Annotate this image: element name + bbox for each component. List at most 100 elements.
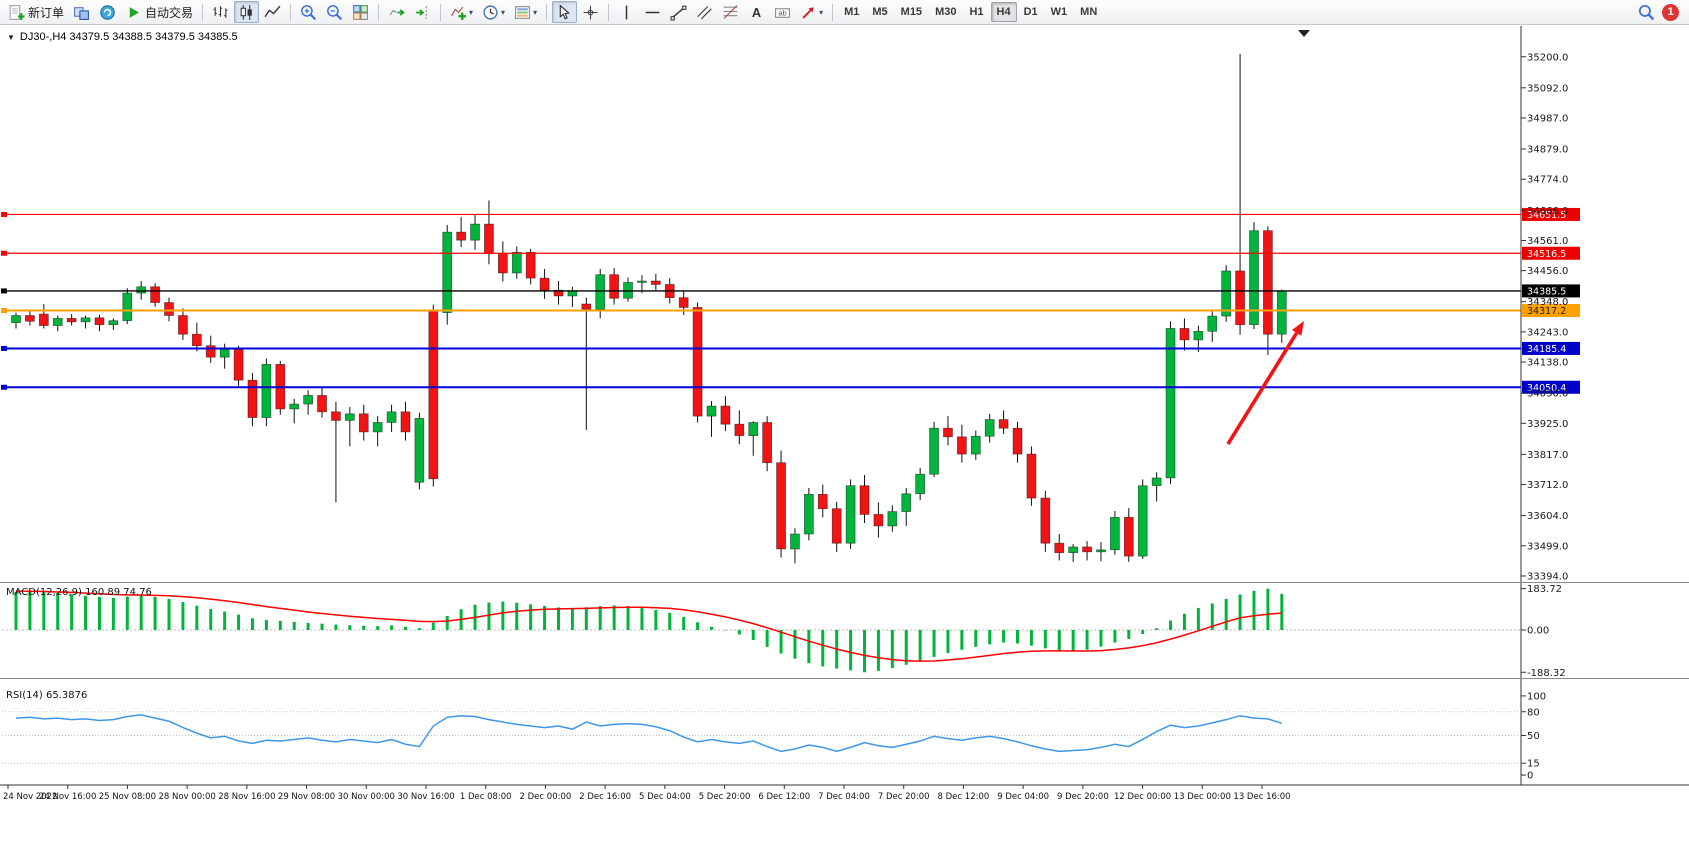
svg-text:34385.5: 34385.5	[1527, 286, 1566, 297]
autotrading-label: 自动交易	[145, 5, 194, 20]
trend-arrow-annotation[interactable]	[1226, 321, 1304, 445]
svg-text:0.00: 0.00	[1527, 625, 1549, 636]
timeframe-button-m15[interactable]: M15	[895, 2, 928, 22]
svg-text:50: 50	[1527, 731, 1540, 742]
zoom-in-button[interactable]	[296, 1, 321, 23]
periods-clock-icon	[483, 4, 498, 20]
svg-text:ab: ab	[778, 8, 786, 17]
tile-windows-button[interactable]	[348, 1, 373, 23]
candlestick-chart-button[interactable]	[234, 1, 260, 23]
tile-windows-icon	[353, 4, 368, 20]
svg-text:5 Dec 04:00: 5 Dec 04:00	[639, 792, 691, 802]
chart-canvas[interactable]: 34651.5 34516.5 34385.5 34317.2 34185.4 34050…	[0, 26, 1689, 862]
svg-text:2 Dec 00:00: 2 Dec 00:00	[520, 792, 572, 802]
timeframe-button-h1[interactable]: H1	[963, 2, 989, 22]
svg-text:7 Dec 20:00: 7 Dec 20:00	[878, 792, 930, 802]
svg-text:30 Nov 16:00: 30 Nov 16:00	[397, 792, 454, 802]
svg-text:34317.2: 34317.2	[1527, 306, 1566, 317]
svg-text:7 Dec 04:00: 7 Dec 04:00	[818, 792, 870, 802]
svg-text:0: 0	[1527, 771, 1533, 782]
profiles-button[interactable]	[69, 1, 94, 23]
svg-text:24 Nov 16:00: 24 Nov 16:00	[39, 792, 96, 802]
chart-shift-button[interactable]	[410, 1, 435, 23]
periods-button[interactable]: ▾	[478, 1, 509, 23]
notification-count: 1	[1667, 6, 1674, 18]
chart-window[interactable]: ▼ DJ30-,H4 34379.5 34388.5 34379.5 34385…	[0, 26, 1689, 862]
vertical-line-button[interactable]	[614, 1, 639, 23]
price-tag	[1522, 246, 1580, 260]
arrows-button[interactable]: ▾	[796, 1, 827, 23]
timeframe-button-mn[interactable]: MN	[1074, 2, 1103, 22]
zoom-out-button[interactable]	[322, 1, 347, 23]
bar-chart-button[interactable]	[208, 1, 233, 23]
cursor-button[interactable]	[552, 1, 578, 23]
svg-text:6 Dec 12:00: 6 Dec 12:00	[758, 792, 810, 802]
svg-text:34185.4: 34185.4	[1527, 344, 1566, 355]
autotrading-play-icon	[129, 6, 139, 18]
one-click-trading-toggle-icon[interactable]: ▼	[7, 32, 15, 42]
svg-text:34774.0: 34774.0	[1527, 175, 1568, 186]
cursor-icon	[559, 3, 571, 19]
svg-text:5 Dec 20:00: 5 Dec 20:00	[699, 792, 751, 802]
horizontal-line-button[interactable]	[640, 1, 665, 23]
new-order-label: 新订单	[28, 5, 65, 20]
text-label-button[interactable]: ab	[770, 1, 795, 23]
trendline-button[interactable]	[666, 1, 691, 23]
equidistant-channel-button[interactable]	[692, 1, 717, 23]
svg-text:33394.0: 33394.0	[1527, 571, 1568, 582]
svg-text:34050.4: 34050.4	[1527, 383, 1566, 394]
svg-text:2 Dec 16:00: 2 Dec 16:00	[579, 792, 631, 802]
price-axis[interactable]: 35200.0 35092.0 34987.0 34879.0 34774.0 34666…	[1520, 26, 1568, 785]
svg-text:34516.5: 34516.5	[1527, 249, 1566, 260]
chart-shift-icon	[416, 5, 427, 19]
zoom-out-icon	[327, 4, 343, 20]
new-order-button[interactable]: 新订单	[4, 1, 68, 23]
toolbar-separator	[832, 3, 834, 21]
scroll-to-end-icon[interactable]	[1298, 30, 1310, 37]
timeframe-button-m30[interactable]: M30	[929, 2, 962, 22]
community-button[interactable]	[95, 1, 120, 23]
fibonacci-button[interactable]	[718, 1, 743, 23]
search-button[interactable]	[1634, 1, 1659, 23]
bar-chart-icon	[213, 5, 228, 18]
crosshair-button[interactable]	[578, 1, 603, 23]
timeframe-button-w1[interactable]: W1	[1045, 2, 1074, 22]
svg-text:34651.5: 34651.5	[1527, 210, 1566, 221]
horizontal-line-objects[interactable]: 34651.5 34516.5 34385.5 34317.2 34185.4 34050…	[1, 207, 1580, 394]
trendline-icon	[670, 5, 687, 20]
svg-text:34879.0: 34879.0	[1527, 145, 1568, 156]
dropdown-caret-icon: ▾	[501, 7, 506, 17]
line-chart-icon	[264, 5, 281, 17]
toolbar-separator	[546, 3, 548, 21]
price-tag	[1522, 304, 1580, 318]
svg-text:35200.0: 35200.0	[1527, 52, 1568, 63]
svg-text:28 Nov 16:00: 28 Nov 16:00	[218, 792, 275, 802]
svg-text:100: 100	[1527, 691, 1546, 702]
toolbar-separator	[202, 3, 204, 21]
price-tag	[1522, 380, 1580, 394]
timeframe-button-h4[interactable]: H4	[990, 2, 1017, 22]
svg-text:33817.0: 33817.0	[1527, 450, 1568, 461]
notification-badge[interactable]: 1	[1662, 3, 1679, 21]
svg-text:34138.0: 34138.0	[1527, 358, 1568, 369]
auto-scroll-icon	[389, 8, 405, 16]
timeframe-button-m5[interactable]: M5	[866, 2, 893, 22]
price-tag	[1522, 341, 1580, 355]
line-chart-button[interactable]	[260, 1, 285, 23]
svg-text:9 Dec 20:00: 9 Dec 20:00	[1057, 792, 1109, 802]
auto-scroll-button[interactable]	[384, 1, 409, 23]
indicators-button[interactable]: ▾	[446, 1, 477, 23]
svg-text:25 Nov 08:00: 25 Nov 08:00	[99, 792, 156, 802]
svg-text:29 Nov 08:00: 29 Nov 08:00	[278, 792, 335, 802]
timeframe-button-m1[interactable]: M1	[838, 2, 865, 22]
text-button[interactable]: A	[744, 1, 769, 23]
text-label-icon: ab	[775, 7, 791, 18]
price-tag	[1522, 284, 1580, 298]
fibonacci-icon	[723, 4, 738, 19]
svg-text:24 Nov 2022: 24 Nov 2022	[3, 792, 57, 802]
toolbar-separator	[608, 3, 610, 21]
timeframe-button-d1[interactable]: D1	[1018, 2, 1044, 22]
autotrading-button[interactable]: 自动交易	[121, 1, 197, 23]
templates-button[interactable]: ▾	[510, 1, 541, 23]
